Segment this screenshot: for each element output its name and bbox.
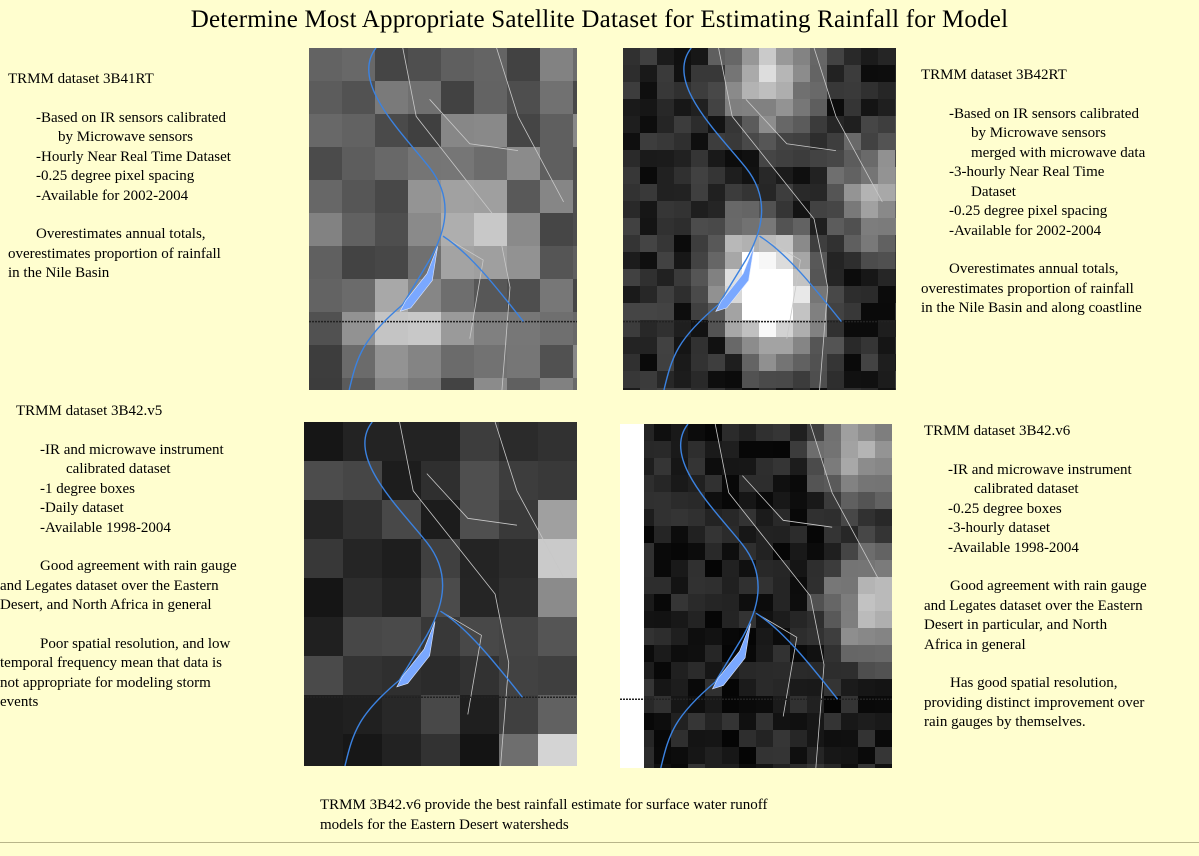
bullet: -Available 1998-2004 xyxy=(948,539,1079,556)
dataset-3b42rt-description: TRMM dataset 3B42RT -Based on IR sensors… xyxy=(921,66,1145,319)
conclusion: TRMM 3B42.v6 provide the best rainfall e… xyxy=(320,796,880,835)
summary-line: Overestimates annual totals, xyxy=(949,261,1119,277)
bullet: -IR and microwave instrument xyxy=(948,461,1132,478)
summary-line: events xyxy=(0,694,39,710)
summary-line: Desert in particular, and North xyxy=(924,617,1108,633)
summary-line: Overestimates annual totals, xyxy=(36,226,206,242)
divider xyxy=(0,842,1199,843)
summary-line: temporal frequency mean that data is xyxy=(0,655,222,671)
dataset-heading: TRMM dataset 3B42RT xyxy=(921,67,1067,83)
bullet: -Based on IR sensors calibrated xyxy=(36,109,226,126)
conclusion-line: TRMM 3B42.v6 provide the best rainfall e… xyxy=(320,797,768,813)
map-3b42v5 xyxy=(304,422,577,766)
bullet: -IR and microwave instrument xyxy=(40,441,224,458)
dataset-heading: TRMM dataset 3B41RT xyxy=(8,71,154,87)
dataset-heading: TRMM dataset 3B42.v5 xyxy=(16,403,163,419)
summary-line: overestimates proportion of rainfall xyxy=(921,280,1134,297)
bullet: by Microwave sensors xyxy=(58,129,193,145)
bullet: calibrated dataset xyxy=(974,481,1079,497)
summary-line: and Legates dataset over the Eastern xyxy=(0,577,219,594)
bullet: -0.25 degree pixel spacing xyxy=(949,203,1108,219)
bullet: Dataset xyxy=(971,183,1016,200)
bullet: -1 degree boxes xyxy=(40,480,135,497)
bullet: calibrated dataset xyxy=(66,461,171,477)
summary-line: rain gauges by themselves. xyxy=(924,714,1086,730)
bullet: merged with microwave data xyxy=(971,144,1146,161)
dataset-3b42v5-description: TRMM dataset 3B42.v5 -IR and microwave i… xyxy=(0,402,237,713)
summary-line: in the Nile Basin and along coastline xyxy=(921,300,1142,316)
bullet: -Daily dataset xyxy=(40,500,124,516)
bullet: -Available for 2002-2004 xyxy=(949,222,1102,239)
summary-line: providing distinct improvement over xyxy=(924,694,1145,711)
bullet: -0.25 degree boxes xyxy=(948,500,1062,517)
summary-line: Has good spatial resolution, xyxy=(950,675,1118,691)
bullet: -Based on IR sensors calibrated xyxy=(949,105,1139,122)
bullet: -Available 1998-2004 xyxy=(40,519,171,536)
page-title: Determine Most Appropriate Satellite Dat… xyxy=(190,6,1009,33)
summary-line: and Legates dataset over the Eastern xyxy=(924,597,1143,614)
summary-line: Poor spatial resolution, and low xyxy=(40,635,231,652)
summary-line: overestimates proportion of rainfall xyxy=(8,245,221,262)
summary-line: Good agreement with rain gauge xyxy=(40,558,237,574)
dataset-heading: TRMM dataset 3B42.v6 xyxy=(924,423,1071,439)
summary-line: Africa in general xyxy=(924,636,1026,653)
dataset-3b42v6-description: TRMM dataset 3B42.v6 -IR and microwave i… xyxy=(924,422,1147,733)
summary-line: in the Nile Basin xyxy=(8,265,110,281)
bullet: -3-hourly dataset xyxy=(948,520,1051,536)
map-3b42v6 xyxy=(620,424,892,768)
bullet: -Hourly Near Real Time Dataset xyxy=(36,148,231,165)
bullet: -3-hourly Near Real Time xyxy=(949,164,1105,180)
bullet: -Available for 2002-2004 xyxy=(36,187,189,204)
summary-line: not appropriate for modeling storm xyxy=(0,674,211,691)
bullet: -0.25 degree pixel spacing xyxy=(36,168,195,184)
dataset-3b41rt-description: TRMM dataset 3B41RT -Based on IR sensors… xyxy=(8,70,231,284)
bullet: by Microwave sensors xyxy=(971,125,1106,141)
map-3b42rt xyxy=(623,48,896,390)
map-3b41rt xyxy=(309,48,577,390)
summary-line: Good agreement with rain gauge xyxy=(950,578,1147,594)
summary-line: Desert, and North Africa in general xyxy=(0,597,212,613)
conclusion-line: models for the Eastern Desert watersheds xyxy=(320,816,569,833)
